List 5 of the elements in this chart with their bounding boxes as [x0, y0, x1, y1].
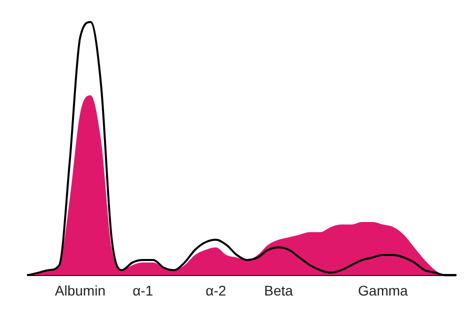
x-tick-label: Gamma	[358, 282, 408, 298]
x-tick-label: α-1	[132, 282, 154, 298]
x-tick-label: α-2	[206, 282, 226, 298]
x-tick-label: Beta	[264, 282, 294, 298]
x-tick-label: Albumin	[54, 282, 106, 298]
